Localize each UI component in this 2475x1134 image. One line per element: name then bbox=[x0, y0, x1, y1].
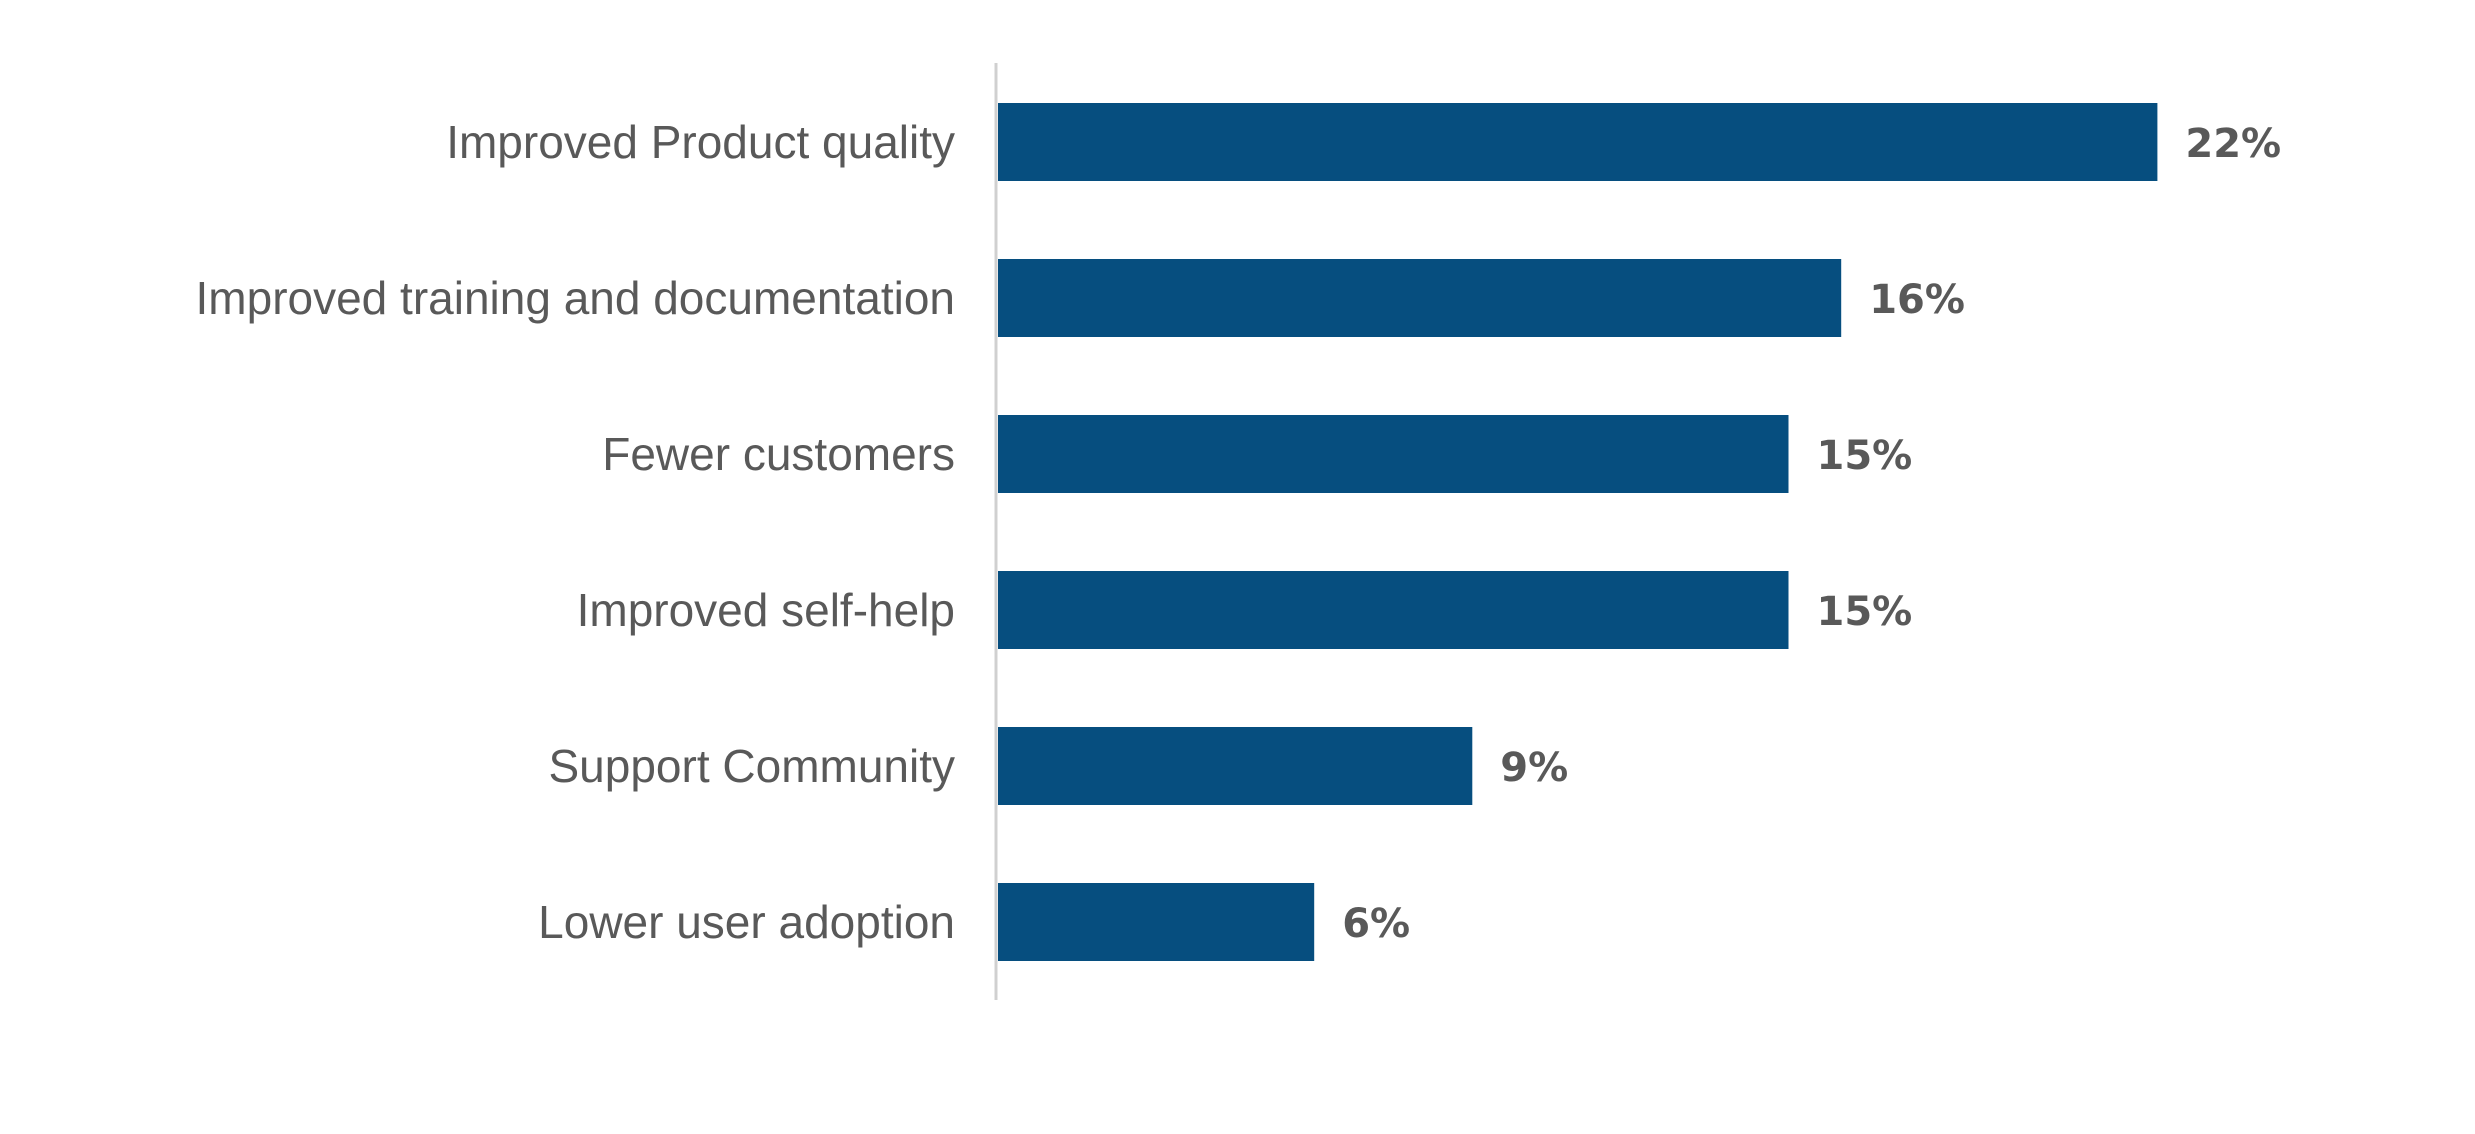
data-label: 6% bbox=[1342, 901, 1410, 947]
bar bbox=[998, 103, 2158, 181]
data-label: 15% bbox=[1817, 589, 1913, 635]
data-label: 16% bbox=[1869, 277, 1965, 323]
category-label: Fewer customers bbox=[602, 428, 955, 480]
bar bbox=[998, 415, 1789, 493]
bar bbox=[998, 259, 1842, 337]
bar bbox=[998, 883, 1315, 961]
data-label: 22% bbox=[2185, 121, 2281, 167]
category-label: Support Community bbox=[549, 740, 956, 792]
category-label: Improved training and documentation bbox=[196, 272, 955, 324]
data-label: 9% bbox=[1500, 745, 1568, 791]
bar bbox=[998, 571, 1789, 649]
category-label: Improved self-help bbox=[577, 584, 955, 636]
bar bbox=[998, 727, 1473, 805]
category-label: Improved Product quality bbox=[446, 116, 955, 168]
data-label: 15% bbox=[1817, 433, 1913, 479]
category-label: Lower user adoption bbox=[538, 896, 955, 948]
